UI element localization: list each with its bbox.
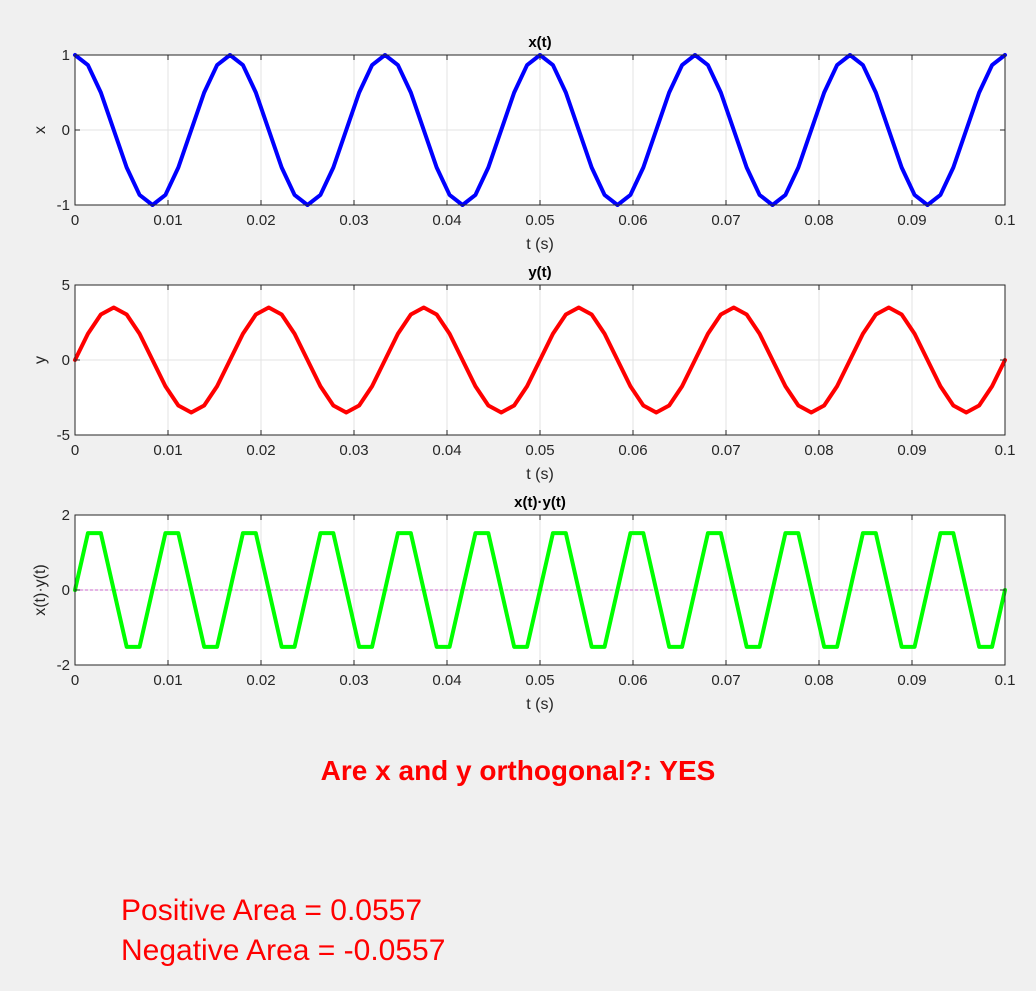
x-tick-label: 0.04	[432, 672, 461, 689]
x-tick-label: 0.05	[525, 212, 554, 229]
x-tick-label: 0.01	[153, 672, 182, 689]
x-tick-label: 0.05	[525, 672, 554, 689]
x-tick-label: 0	[71, 672, 79, 689]
x-tick-label: 0	[71, 212, 79, 229]
x-tick-label: 0.03	[339, 212, 368, 229]
x-tick-label: 0.05	[525, 442, 554, 459]
y-tick-label: 0	[62, 582, 70, 599]
x-tick-label: 0.09	[897, 442, 926, 459]
x-tick-label: 0.08	[804, 672, 833, 689]
x-tick-label: 0.02	[246, 672, 275, 689]
plots-canvas: 0 0.01 0.02 0.03 0.04 0.05 0.06 0.07 0.08 0.09 0.1…	[32, 34, 1015, 713]
y-tick-label: -1	[57, 197, 70, 214]
x-tick-label: 0.07	[711, 442, 740, 459]
x-axis-label: t (s)	[526, 696, 554, 713]
x-tick-label: 0.1	[995, 212, 1016, 229]
y-tick-label: -2	[57, 657, 70, 674]
negative-area-text: Negative Area = -0.0557	[121, 934, 446, 967]
x-tick-label: 0.07	[711, 212, 740, 229]
y-tick-label: 5	[62, 277, 70, 294]
x-tick-label: 0.1	[995, 672, 1016, 689]
x-tick-label: 0.04	[432, 442, 461, 459]
x-tick-label: 0.01	[153, 442, 182, 459]
x-tick-label: 0.09	[897, 672, 926, 689]
subplot-3: 0 0.01 0.02 0.03 0.04 0.05 0.06 0.07 0.08 0.09 0.1…	[32, 494, 1015, 713]
x-tick-label: 0.1	[995, 442, 1016, 459]
x-tick-label: 0.06	[618, 212, 647, 229]
x-tick-label: 0.07	[711, 672, 740, 689]
x-tick-label: 0.06	[618, 672, 647, 689]
x-tick-label: 0.06	[618, 442, 647, 459]
x-tick-label: 0.03	[339, 442, 368, 459]
plot-title: y(t)	[528, 264, 551, 281]
x-tick-label: 0.09	[897, 212, 926, 229]
series-line	[73, 531, 1007, 649]
y-tick-label: 0	[62, 352, 70, 369]
subplot-1: 0 0.01 0.02 0.03 0.04 0.05 0.06 0.07 0.08 0.09 0.1…	[32, 34, 1015, 253]
x-axis-label: t (s)	[526, 466, 554, 483]
x-tick-label: 0.02	[246, 212, 275, 229]
x-tick-label: 0.01	[153, 212, 182, 229]
positive-area-text: Positive Area = 0.0557	[121, 894, 423, 927]
y-axis-label: x(t)·y(t)	[32, 564, 49, 616]
y-tick-label: 0	[62, 122, 70, 139]
x-tick-label: 0.08	[804, 442, 833, 459]
x-axis-label: t (s)	[526, 236, 554, 253]
plot-title: x(t)	[528, 34, 551, 51]
y-axis-label: y	[32, 356, 49, 364]
x-tick-label: 0.02	[246, 442, 275, 459]
orthogonality-result: Are x and y orthogonal?: YES	[320, 755, 716, 786]
x-tick-label: 0	[71, 442, 79, 459]
subplot-2: 0 0.01 0.02 0.03 0.04 0.05 0.06 0.07 0.08 0.09 0.1…	[32, 264, 1015, 483]
x-tick-label: 0.08	[804, 212, 833, 229]
plot-title: x(t)·y(t)	[514, 494, 566, 511]
x-tick-label: 0.03	[339, 672, 368, 689]
x-tick-label: 0.04	[432, 212, 461, 229]
y-tick-label: 2	[62, 507, 70, 524]
series-line	[73, 305, 1007, 415]
y-tick-label: -5	[57, 427, 70, 444]
y-axis-label: x	[32, 126, 49, 134]
y-tick-label: 1	[62, 47, 70, 64]
